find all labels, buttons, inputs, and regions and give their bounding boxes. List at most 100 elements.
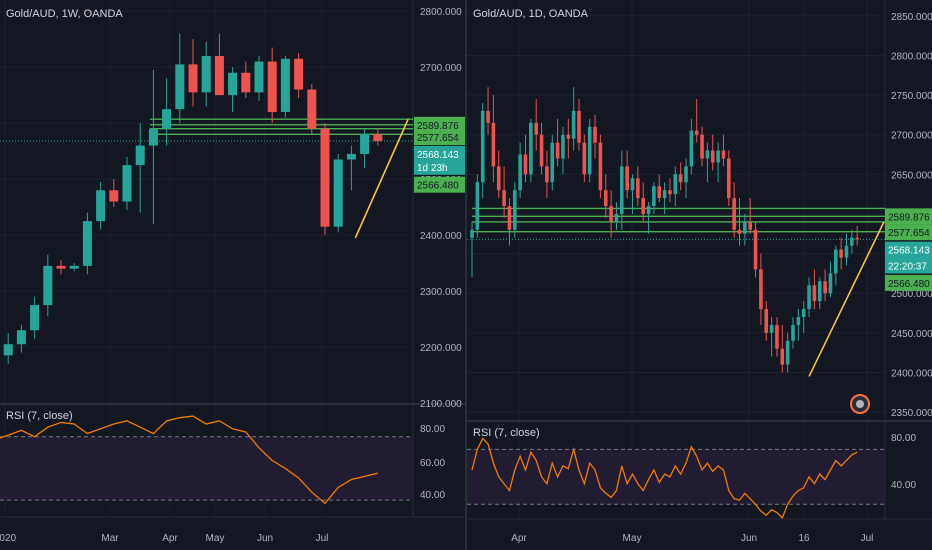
candle-body <box>834 249 838 274</box>
candle-body <box>710 150 715 163</box>
candle-body <box>566 134 571 139</box>
chart-title: Gold/AUD, 1D, OANDA <box>473 8 589 20</box>
candle-body <box>855 237 859 240</box>
time-tick-label: 2020 <box>0 533 17 544</box>
candle-body <box>491 122 496 167</box>
candle-body <box>646 206 651 214</box>
price-tag-label: 2566.480 <box>417 181 459 192</box>
candle-body <box>630 178 635 191</box>
candle-body <box>360 134 370 154</box>
price-tag-label: 2577.654 <box>888 228 930 239</box>
candle-body <box>652 186 656 207</box>
price-tick-label: 2650.000 <box>891 170 932 181</box>
candle-body <box>148 128 158 146</box>
candle-body <box>480 110 485 183</box>
candle-body <box>694 130 699 135</box>
price-tick-label: 2850.000 <box>891 12 932 23</box>
time-tick-label: May <box>206 533 225 544</box>
rsi-line <box>0 415 378 505</box>
time-tick-label: Jun <box>741 533 757 544</box>
candle-body <box>705 150 710 159</box>
candle-body <box>828 273 833 294</box>
price-tick-label: 2400.000 <box>891 368 932 379</box>
candle-body <box>373 134 383 142</box>
rsi-label: RSI (7, close) <box>6 410 73 422</box>
candle-body <box>513 190 517 230</box>
rsi-tick-label: 40.00 <box>420 490 445 501</box>
candle-body <box>662 190 667 199</box>
candle-body <box>823 281 827 294</box>
candle-body <box>135 145 145 166</box>
time-axis-bg <box>0 517 465 550</box>
candle-body <box>620 166 624 214</box>
candle-body <box>817 281 822 302</box>
price-tick-label: 2750.000 <box>891 91 932 102</box>
candle-body <box>69 265 79 269</box>
candle-body <box>571 110 576 139</box>
candle-body <box>320 128 330 227</box>
price-tick-label: 2700.000 <box>420 63 462 74</box>
price-tick-label: 2400.000 <box>420 231 462 242</box>
rsi-tick-label: 60.00 <box>420 458 445 469</box>
trendline <box>808 221 885 377</box>
candle-body <box>502 190 506 207</box>
time-tick-label: 16 <box>798 533 810 544</box>
price-tag <box>414 116 465 133</box>
price-tag-label: 22:20:37 <box>888 261 927 272</box>
price-tick-label: 2500.000 <box>891 289 932 300</box>
candle-body <box>796 316 801 325</box>
price-tag <box>885 241 932 258</box>
candle-body <box>732 198 736 230</box>
price-tick-label: 2800.000 <box>420 7 462 18</box>
candle-body <box>791 324 795 341</box>
panel-divider[interactable] <box>465 0 467 550</box>
candle-body <box>175 64 185 110</box>
candle-body <box>785 340 790 365</box>
price-tag <box>414 129 465 146</box>
candle-body <box>641 198 645 214</box>
price-tick-label: 2300.000 <box>420 287 462 298</box>
weekly-chart-svg[interactable]: 2800.0002700.0002600.0002500.0002400.000… <box>0 0 465 550</box>
time-axis-bg <box>467 519 932 550</box>
price-tag-label: 2589.876 <box>888 212 930 223</box>
candle-body <box>30 305 40 331</box>
price-tick-label: 2350.000 <box>891 408 932 419</box>
candle-body <box>593 126 597 143</box>
candle-body <box>716 150 720 163</box>
price-tick-label: 2450.000 <box>891 329 932 340</box>
price-tag-label: 2566.480 <box>888 279 930 290</box>
candle-body <box>162 109 172 129</box>
candle-body <box>625 166 629 191</box>
candle-body <box>721 150 726 159</box>
candle-body <box>673 174 678 195</box>
chart-panel-weekly[interactable]: 2800.0002700.0002600.0002500.0002400.000… <box>0 0 465 550</box>
candle-body <box>555 142 560 159</box>
candle-body <box>850 237 854 246</box>
daily-chart-svg[interactable]: 2850.000 2800.000 2750.000 2700.000 2650.000… <box>467 0 932 550</box>
candle-body <box>470 229 474 238</box>
candle-body <box>609 206 613 222</box>
candle-body <box>689 130 694 167</box>
logo-badge-center <box>856 400 864 408</box>
price-tag <box>885 224 932 241</box>
candle-body <box>587 126 592 175</box>
time-tick-label: Mar <box>101 533 119 544</box>
candle-body <box>775 324 779 349</box>
candle-body <box>267 61 277 112</box>
chart-panel-daily[interactable]: 2850.000 2800.000 2750.000 2700.000 2650.000… <box>467 0 932 550</box>
candle-body <box>496 166 501 191</box>
rsi-label: RSI (7, close) <box>473 427 540 439</box>
candle-body <box>307 89 317 129</box>
candle-body <box>839 249 843 258</box>
candle-body <box>280 58 290 112</box>
candle-body <box>507 206 512 230</box>
candle-body <box>748 221 752 230</box>
candle-body <box>109 190 119 202</box>
candle-body <box>657 186 662 199</box>
candle-body <box>636 178 640 199</box>
candle-body <box>346 153 356 160</box>
candle-body <box>539 134 544 167</box>
candle-body <box>614 213 619 222</box>
time-tick-label: Jun <box>257 533 273 544</box>
candle-body <box>214 55 224 96</box>
